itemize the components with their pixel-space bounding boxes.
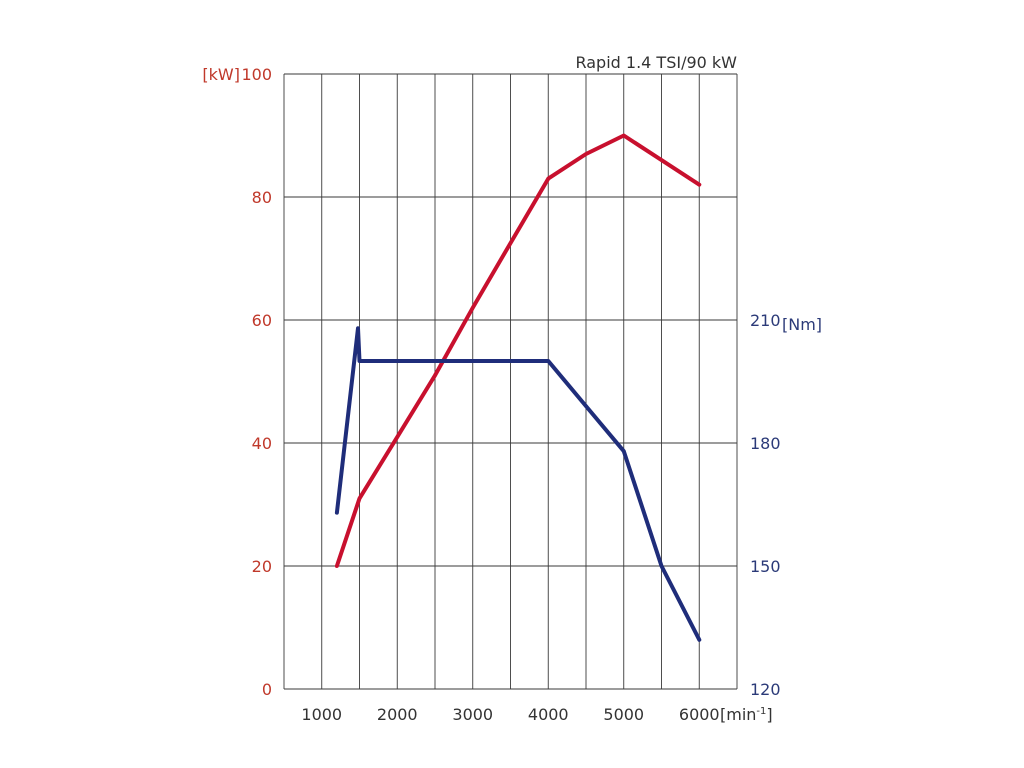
x-axis-tick-label: 3000 bbox=[452, 705, 493, 724]
x-unit-open: [min bbox=[720, 705, 756, 724]
x-axis-tick-label: 1000 bbox=[301, 705, 342, 724]
left-axis-tick-label: 40 bbox=[252, 434, 272, 453]
left-axis-tick-label: 100 bbox=[241, 65, 272, 84]
right-axis-unit: [Nm] bbox=[782, 315, 822, 334]
right-axis-tick-label: 180 bbox=[750, 434, 781, 453]
x-axis-tick-label: 4000 bbox=[528, 705, 569, 724]
series-group bbox=[334, 133, 702, 642]
power-curve bbox=[334, 133, 702, 568]
torque-curve bbox=[334, 326, 702, 642]
left-axis-tick-label: 60 bbox=[252, 311, 272, 330]
left-axis-tick-label: 80 bbox=[252, 188, 272, 207]
x-axis-tick-label: 5000 bbox=[603, 705, 644, 724]
grid bbox=[283, 73, 738, 690]
left-axis: [kW] 0 20 40 60 80 100 bbox=[202, 65, 272, 699]
x-axis-tick-label: 2000 bbox=[377, 705, 418, 724]
left-axis-tick-label: 20 bbox=[252, 557, 272, 576]
right-axis: [Nm] 120 150 180 210 bbox=[750, 311, 822, 699]
x-unit-superscript: -1 bbox=[756, 706, 766, 717]
left-axis-tick-label: 0 bbox=[262, 680, 272, 699]
right-axis-tick-label: 120 bbox=[750, 680, 781, 699]
right-axis-tick-label: 210 bbox=[750, 311, 781, 330]
chart-title: Rapid 1.4 TSI/90 kW bbox=[575, 53, 737, 72]
bottom-axis: [min-1] 1000 2000 3000 4000 5000 6000 bbox=[301, 705, 772, 724]
x-unit-close: ] bbox=[766, 705, 772, 724]
bottom-axis-unit: [min-1] bbox=[720, 705, 773, 724]
right-axis-tick-label: 150 bbox=[750, 557, 781, 576]
left-axis-unit: [kW] bbox=[202, 65, 240, 84]
x-axis-tick-label: 6000 bbox=[679, 705, 720, 724]
